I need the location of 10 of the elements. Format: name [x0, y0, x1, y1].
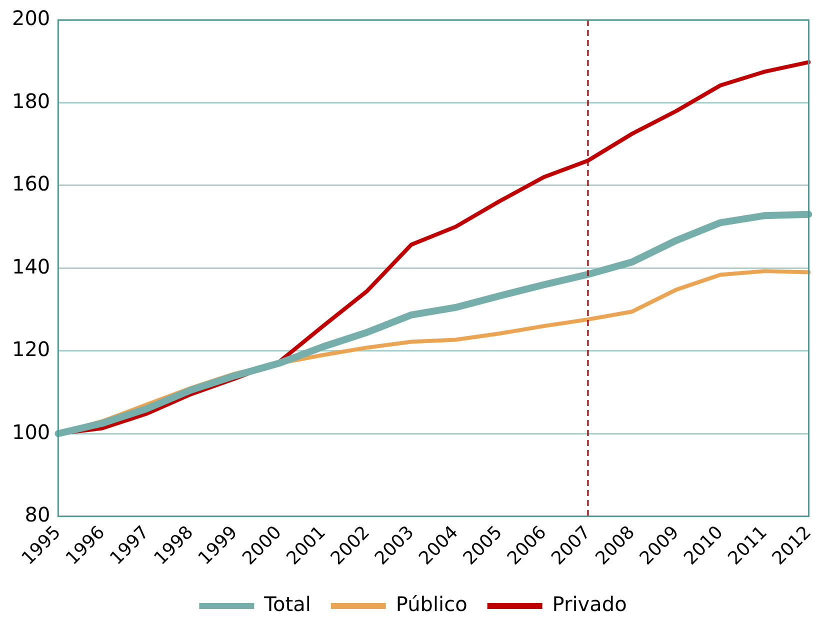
legend-label: Público [396, 592, 468, 616]
y-tick-label: 160 [12, 172, 50, 196]
y-tick-label: 200 [12, 6, 50, 30]
legend-label: Total [263, 592, 311, 616]
y-tick-label: 100 [12, 420, 50, 444]
y-tick-label: 180 [12, 88, 50, 113]
legend-label: Privado [552, 592, 627, 616]
y-tick-label: 140 [12, 254, 50, 278]
y-tick-label: 120 [12, 337, 50, 362]
y-tick-label: 80 [24, 502, 50, 527]
